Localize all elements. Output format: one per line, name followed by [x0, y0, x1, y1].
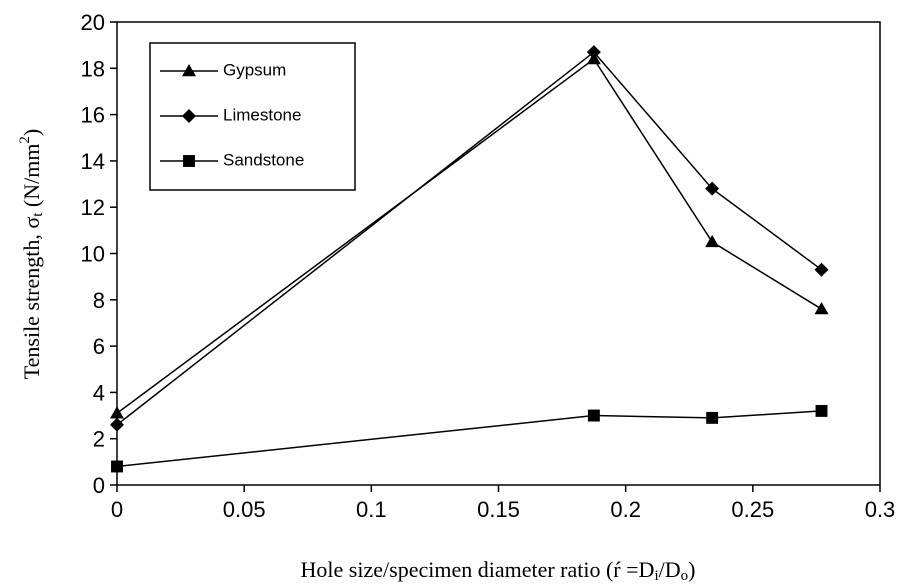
x-axis-label: Hole size/specimen diameter ratio (ŕ =Di…: [301, 557, 696, 584]
x-tick-label: 0.25: [731, 497, 774, 522]
x-label-part: o: [681, 568, 689, 584]
x-tick-label: 0.1: [356, 497, 387, 522]
marker-triangle: [182, 64, 196, 77]
x-tick-label: 0: [111, 497, 123, 522]
y-label-part: (N/mm: [19, 144, 44, 213]
y-tick-label: 0: [93, 473, 105, 498]
marker-square: [706, 411, 719, 424]
y-label-part: 2: [17, 136, 33, 144]
y-tick-label: 2: [93, 427, 105, 452]
y-tick-label: 14: [81, 149, 105, 174]
marker-square: [111, 460, 123, 473]
y-tick-label: 12: [81, 195, 105, 220]
y-axis-label: Tensile strength, σt (N/mm2): [17, 129, 46, 380]
x-tick-label: 0.15: [477, 497, 520, 522]
marker-square: [587, 409, 600, 422]
y-tick-label: 4: [93, 380, 105, 405]
marker-diamond: [110, 417, 124, 432]
x-tick-label: 0.3: [865, 497, 896, 522]
marker-diamond: [814, 262, 829, 277]
x-tick-label: 0.2: [610, 497, 641, 522]
series-line: [116, 410, 822, 468]
marker-triangle: [814, 302, 829, 315]
y-tick-label: 8: [93, 288, 105, 313]
y-label-part: Tensile strength, σ: [19, 217, 44, 380]
y-tick-label: 16: [81, 103, 105, 128]
legend-label: Gypsum: [223, 60, 286, 79]
legend-label: Limestone: [223, 105, 301, 124]
marker-diamond: [182, 109, 196, 123]
marker-triangle: [110, 406, 124, 419]
y-tick-label: 10: [81, 242, 105, 267]
legend-label: Sandstone: [223, 150, 304, 169]
x-label-part: Hole size/specimen diameter ratio (ŕ =D: [301, 557, 655, 582]
y-label-part: t: [30, 212, 46, 217]
series-line: [116, 51, 822, 426]
marker-diamond: [586, 45, 601, 60]
y-tick-label: 6: [93, 334, 105, 359]
y-label-part: ): [19, 129, 44, 136]
marker-diamond: [705, 181, 720, 196]
marker-square: [815, 404, 828, 417]
marker-triangle: [705, 234, 720, 248]
marker-square: [183, 155, 195, 167]
y-tick-label: 20: [81, 10, 105, 35]
x-label-part: ): [688, 557, 695, 582]
x-label-part: i: [654, 568, 658, 584]
x-label-part: /D: [659, 557, 681, 582]
x-tick-label: 0.05: [223, 497, 266, 522]
legend: Gypsum Limestone Sandstone: [149, 42, 356, 191]
y-tick-label: 18: [81, 56, 105, 81]
series-line: [116, 57, 822, 414]
